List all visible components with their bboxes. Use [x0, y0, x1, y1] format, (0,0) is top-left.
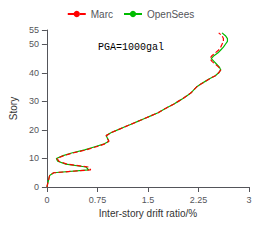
- svg-text:10: 10: [29, 153, 39, 163]
- svg-text:Marc: Marc: [91, 9, 113, 20]
- svg-text:30: 30: [29, 96, 39, 106]
- svg-text:2.25: 2.25: [190, 195, 208, 205]
- svg-text:55: 55: [29, 25, 39, 35]
- svg-text:0: 0: [34, 182, 39, 192]
- svg-text:50: 50: [29, 39, 39, 49]
- svg-text:Inter-story drift ratio/%: Inter-story drift ratio/%: [99, 208, 197, 219]
- svg-text:40: 40: [29, 68, 39, 78]
- svg-text:OpenSees: OpenSees: [147, 9, 194, 20]
- svg-text:PGA=1000gal: PGA=1000gal: [86, 42, 164, 53]
- svg-text:0: 0: [44, 195, 49, 205]
- svg-text:20: 20: [29, 125, 39, 135]
- svg-text:3: 3: [246, 195, 251, 205]
- svg-text:0.75: 0.75: [89, 195, 107, 205]
- svg-text:Story: Story: [8, 97, 19, 120]
- svg-text:1.5: 1.5: [142, 195, 155, 205]
